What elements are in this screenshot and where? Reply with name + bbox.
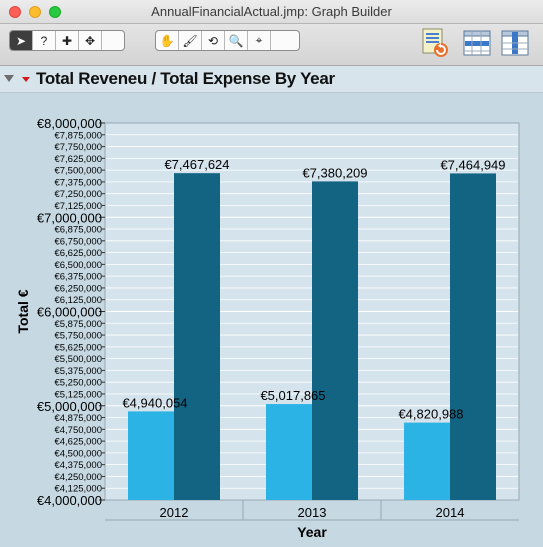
outline-title: Total Reveneu / Total Expense By Year [36,69,335,88]
arrow-tool-icon[interactable]: ➤ [10,31,33,50]
selection-tool-icon[interactable]: ✚ [56,31,79,50]
bar-revenue[interactable] [404,422,450,500]
brush-tool-icon[interactable]: 🖌 [179,31,202,50]
y-tick-label-minor: €7,875,000 [54,130,102,141]
y-tick-label-minor: €5,125,000 [54,389,102,400]
y-tick-label-minor: €4,875,000 [54,413,102,424]
y-tick-label-minor: €5,750,000 [54,331,102,342]
y-tick-label-minor: €6,250,000 [54,283,102,294]
red-triangle-menu-icon[interactable] [22,77,30,82]
y-tick-label-minor: €4,625,000 [54,437,102,448]
data-label-revenue: €4,820,988 [398,407,463,422]
help-tool-icon[interactable]: ? [33,31,56,50]
y-tick-label-minor: €7,750,000 [54,142,102,153]
y-axis-title: Total € [15,289,31,333]
zoom-tool-icon[interactable]: 🔍 [225,31,248,50]
disclosure-triangle-icon[interactable] [4,75,14,82]
bar-expense[interactable] [174,173,220,500]
crosshair-tool-icon[interactable]: ✥ [79,31,102,50]
minimize-button[interactable] [29,6,41,18]
y-tick-label-minor: €6,500,000 [54,260,102,271]
title-bar[interactable]: AnnualFinancialActual.jmp: Graph Builder [0,0,543,24]
grabber-tool-icon[interactable]: ✋ [156,31,179,50]
data-label-expense: €7,467,624 [164,157,229,172]
y-tick-label-minor: €7,250,000 [54,189,102,200]
y-tick-label-minor: €6,125,000 [54,295,102,306]
y-tick-label-minor: €7,125,000 [54,201,102,212]
y-tick-label-major: €6,000,000 [37,305,102,320]
y-tick-label-major: €7,000,000 [37,210,102,225]
window-title: AnnualFinancialActual.jmp: Graph Builder [151,4,392,19]
bar-expense[interactable] [312,181,358,501]
x-axis-title: Year [297,524,327,540]
toolbar: ➤ ? ✚ ✥ ✋ 🖌 ⟲ 🔍 ⌖ [0,24,543,66]
y-tick-label-minor: €4,500,000 [54,448,102,459]
annotate-tool-icon[interactable]: ⌖ [248,31,271,50]
y-tick-label-minor: €6,750,000 [54,236,102,247]
data-label-expense: €7,464,949 [440,157,505,172]
toolbar-spacer-2 [271,31,299,50]
column-layout-icon[interactable] [500,26,530,60]
x-tick-label: 2014 [436,505,465,520]
y-tick-label-minor: €7,625,000 [54,154,102,165]
y-tick-label-minor: €7,500,000 [54,166,102,177]
lasso-tool-icon[interactable]: ⟲ [202,31,225,50]
y-tick-label-minor: €5,375,000 [54,366,102,377]
data-label-revenue: €4,940,054 [122,395,187,410]
y-tick-label-minor: €4,125,000 [54,484,102,495]
tool-group-1: ➤ ? ✚ ✥ [9,30,125,51]
y-tick-label-minor: €4,750,000 [54,425,102,436]
row-layout-icon[interactable] [462,26,492,60]
y-tick-label-minor: €5,875,000 [54,319,102,330]
y-tick-label-minor: €6,875,000 [54,225,102,236]
bar-revenue[interactable] [128,411,174,500]
y-tick-label-minor: €7,375,000 [54,177,102,188]
zoom-button[interactable] [49,6,61,18]
y-tick-label-major: €8,000,000 [37,116,102,131]
bar-revenue[interactable] [266,404,312,500]
y-tick-label-minor: €4,250,000 [54,472,102,483]
y-tick-label-minor: €5,250,000 [54,378,102,389]
tool-group-2: ✋ 🖌 ⟲ 🔍 ⌖ [155,30,300,51]
y-tick-label-minor: €6,625,000 [54,248,102,259]
data-table-icon[interactable] [420,26,450,60]
data-label-expense: €7,380,209 [302,165,367,180]
data-label-revenue: €5,017,865 [260,388,325,403]
outline-header: Total Reveneu / Total Expense By Year [0,66,543,93]
y-tick-label-major: €4,000,000 [37,493,102,508]
bar-chart[interactable]: €4,000,000€4,125,000€4,250,000€4,375,000… [0,93,543,547]
x-tick-label: 2013 [298,505,327,520]
y-tick-label-minor: €5,625,000 [54,342,102,353]
bar-expense[interactable] [450,173,496,500]
toolbar-spacer [102,31,124,50]
y-tick-label-minor: €5,500,000 [54,354,102,365]
x-tick-label: 2012 [160,505,189,520]
y-tick-label-minor: €6,375,000 [54,272,102,283]
y-tick-label-major: €5,000,000 [37,399,102,414]
close-button[interactable] [9,6,21,18]
y-tick-label-minor: €4,375,000 [54,460,102,471]
